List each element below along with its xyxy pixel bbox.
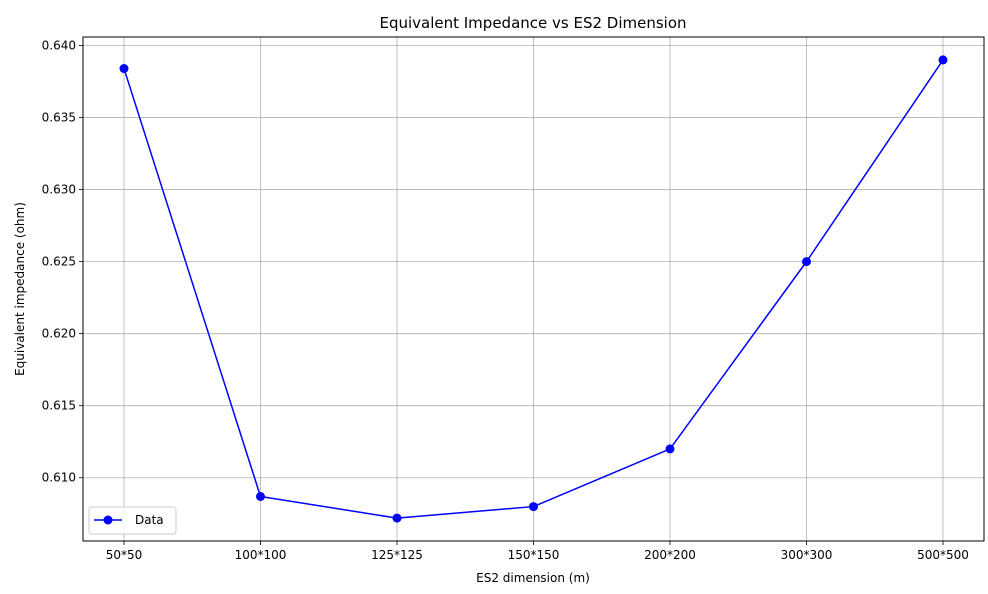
legend-marker: [103, 515, 113, 525]
y-tick-label: 0.615: [42, 399, 76, 413]
x-tick-label: 500*500: [917, 548, 969, 562]
x-axis-label: ES2 dimension (m): [476, 571, 590, 585]
data-point: [256, 491, 265, 501]
x-tick-label: 125*125: [371, 548, 423, 562]
data-point: [529, 502, 538, 512]
y-axis-label: Equivalent impedance (ohm): [13, 202, 27, 376]
legend: Data: [88, 506, 177, 535]
y-tick-label: 0.635: [42, 111, 76, 125]
chart-title: Equivalent Impedance vs ES2 Dimension: [379, 14, 686, 32]
x-tick-label: 50*50: [106, 548, 143, 562]
y-tick-label: 0.630: [42, 183, 76, 197]
data-point: [119, 64, 129, 74]
data-point: [392, 513, 402, 523]
legend-label-data: Data: [135, 513, 164, 527]
legend-box: [88, 506, 177, 535]
plot-frame: [82, 36, 985, 542]
x-tick-label: 150*150: [508, 548, 560, 562]
data-point: [938, 55, 948, 65]
y-tick-label: 0.620: [42, 327, 76, 341]
series-layer: [119, 55, 948, 523]
y-tick-label: 0.640: [42, 39, 76, 53]
y-tick-label: 0.610: [42, 471, 76, 485]
axes: 50*50 100*100 125*125 150*150 200*200 300*300…: [42, 39, 969, 562]
data-point: [665, 444, 675, 454]
y-tick-label: 0.625: [42, 255, 76, 269]
x-tick-label: 300*300: [781, 548, 833, 562]
grid: [83, 37, 984, 541]
x-tick-label: 100*100: [235, 548, 287, 562]
x-tick-label: 200*200: [644, 548, 696, 562]
data-point: [802, 257, 811, 267]
